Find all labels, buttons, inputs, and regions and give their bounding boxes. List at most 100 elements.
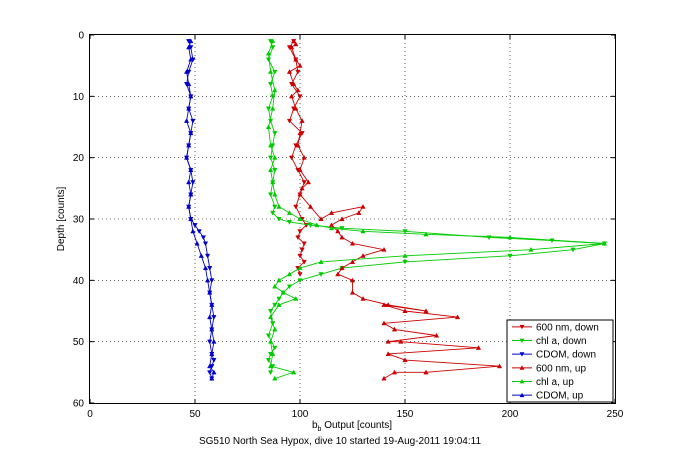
data-point xyxy=(265,106,272,112)
data-point xyxy=(267,69,274,74)
series-group xyxy=(183,38,608,382)
data-point xyxy=(507,234,513,240)
legend-marker xyxy=(519,365,525,370)
x-tick-label: 250 xyxy=(607,409,624,420)
data-point xyxy=(339,216,345,222)
data-point xyxy=(381,375,387,381)
data-point xyxy=(267,82,274,87)
data-point xyxy=(267,308,274,314)
data-point xyxy=(356,210,362,215)
data-point xyxy=(265,358,272,363)
data-point xyxy=(297,278,303,284)
data-point xyxy=(423,231,429,237)
data-point xyxy=(433,332,440,338)
data-point xyxy=(188,191,194,197)
ticks: 0 50 100 150 200 250 0 10 20 30 40 50 60 xyxy=(73,31,624,421)
data-point xyxy=(270,45,276,50)
y-tick-label: 20 xyxy=(73,153,85,164)
data-point xyxy=(209,302,215,307)
data-point xyxy=(295,235,301,241)
data-point xyxy=(360,228,366,234)
data-point xyxy=(297,130,303,136)
data-point xyxy=(291,369,297,375)
data-point xyxy=(196,229,202,234)
legend: 600 nm, down chl a, down CDOM, down 600 nm,… xyxy=(506,319,614,403)
data-point xyxy=(360,296,366,301)
data-point xyxy=(183,118,190,123)
data-point xyxy=(207,339,213,345)
data-point xyxy=(265,124,272,130)
data-point xyxy=(293,105,299,111)
series-5 xyxy=(265,38,608,381)
data-point xyxy=(286,210,293,215)
data-point xyxy=(288,93,295,99)
data-point xyxy=(286,220,293,225)
data-point xyxy=(190,228,196,234)
data-point xyxy=(186,142,192,148)
data-point xyxy=(301,259,307,265)
data-point xyxy=(295,142,301,148)
data-point xyxy=(328,225,335,231)
data-point xyxy=(183,154,190,160)
data-point xyxy=(381,302,387,307)
legend-marker xyxy=(519,338,525,343)
legend-entry: 600 nm, up xyxy=(536,363,586,374)
data-point xyxy=(286,69,293,74)
data-point xyxy=(272,154,278,160)
data-point xyxy=(267,370,274,376)
data-point xyxy=(188,56,194,62)
legend-entry: CDOM, down xyxy=(536,350,596,361)
data-point xyxy=(188,216,194,222)
data-point xyxy=(288,155,295,161)
data-point xyxy=(209,326,215,332)
data-point xyxy=(272,375,278,381)
data-point xyxy=(272,302,278,308)
data-point xyxy=(385,338,391,344)
data-point xyxy=(267,338,274,344)
data-point xyxy=(299,185,305,191)
data-point xyxy=(211,369,217,375)
data-point xyxy=(190,180,196,185)
data-point xyxy=(402,308,408,314)
data-point xyxy=(391,326,398,332)
data-point xyxy=(186,105,192,111)
y-tick-label: 10 xyxy=(73,92,85,103)
data-point xyxy=(301,180,307,185)
plot-frame xyxy=(89,34,616,404)
data-point xyxy=(188,93,194,99)
data-point xyxy=(423,308,429,314)
data-point xyxy=(385,302,391,307)
data-point xyxy=(297,265,303,271)
y-tick-label: 30 xyxy=(73,215,85,226)
data-point xyxy=(186,44,192,50)
data-point xyxy=(339,234,345,240)
x-axis-label-rest: Output [counts] xyxy=(321,420,392,431)
data-point xyxy=(507,253,513,259)
data-point xyxy=(314,222,320,228)
data-point xyxy=(265,333,272,339)
data-point xyxy=(528,246,534,252)
y-tick-label: 40 xyxy=(73,276,85,287)
data-point xyxy=(202,265,209,271)
data-point xyxy=(288,44,295,50)
data-point xyxy=(207,363,213,369)
data-point xyxy=(272,191,278,197)
data-point xyxy=(211,358,217,363)
data-point xyxy=(291,81,297,87)
x-tick-label: 100 xyxy=(292,409,309,420)
data-point xyxy=(349,289,356,295)
data-point xyxy=(454,314,461,320)
data-point xyxy=(349,277,356,283)
data-point xyxy=(318,259,324,264)
data-point xyxy=(207,314,213,320)
data-point xyxy=(297,216,303,222)
data-point xyxy=(276,296,282,302)
data-point xyxy=(318,216,324,222)
legend-entry: CDOM, up xyxy=(536,391,584,402)
data-point xyxy=(272,131,278,136)
x-axis-label-main: b xyxy=(312,420,318,431)
data-point xyxy=(207,266,213,271)
data-point xyxy=(265,57,272,63)
data-point xyxy=(402,259,408,265)
